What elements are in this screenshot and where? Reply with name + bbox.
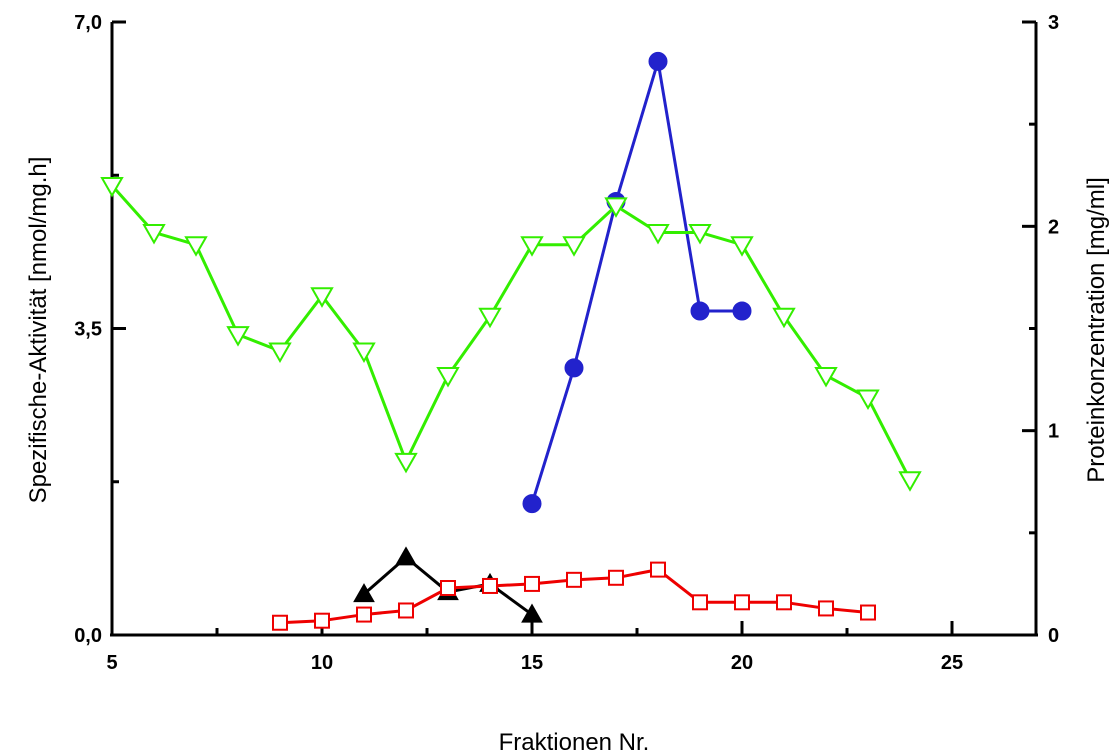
right-y-tick-label: 0 [1048, 625, 1059, 647]
right-y-axis-title: Proteinkonzentration [mg/ml] [1083, 177, 1110, 482]
data-point-filled-triangle-up [395, 546, 417, 566]
data-point-open-square [356, 606, 372, 623]
data-point-open-triangle-down [184, 236, 208, 257]
axes [110, 22, 1038, 637]
data-point-open-triangle-down [562, 236, 586, 257]
data-point-filled-circle [564, 358, 584, 378]
data-point-open-triangle-down [310, 287, 334, 308]
x-tick-label: 10 [311, 652, 333, 674]
data-point-open-triangle-down [394, 452, 418, 474]
data-point-open-triangle-down [352, 342, 376, 363]
right-y-tick-label: 3 [1048, 12, 1059, 34]
data-point-open-triangle-down [268, 342, 292, 363]
left-y-tick-label: 7,0 [74, 12, 102, 34]
data-point-open-triangle-down [688, 223, 712, 245]
x-tick-label: 20 [731, 652, 753, 674]
data-point-open-square [608, 569, 624, 586]
tick-labels: 5 10 15 20 25 0,0 3,5 7,0 0 1 2 3 [74, 12, 1059, 674]
data-point-filled-circle [522, 494, 542, 514]
data-point-open-square [860, 604, 876, 621]
series-open-triangle-down [100, 176, 922, 492]
left-y-axis-title: Spezifische-Aktivität [nmol/mg.h] [25, 157, 52, 504]
x-axis-title: Fraktionen Nr. [499, 729, 650, 755]
data-point-open-square [776, 594, 792, 611]
data-point-filled-triangle-up [521, 603, 543, 623]
data-point-filled-triangle-up [353, 583, 375, 603]
right-y-tick-label: 2 [1048, 216, 1059, 238]
data-point-open-triangle-down [730, 236, 754, 257]
data-point-open-square [482, 577, 498, 594]
data-point-open-triangle-down [142, 223, 166, 245]
data-point-open-triangle-down [898, 471, 922, 492]
data-point-filled-circle [648, 51, 668, 71]
right-y-tick-label: 1 [1048, 421, 1059, 443]
data-point-open-square [398, 602, 414, 619]
x-tick-label: 5 [106, 652, 117, 674]
data-point-open-square [692, 594, 708, 611]
series-layer [100, 51, 922, 631]
data-point-open-square [650, 561, 666, 578]
data-point-open-triangle-down [436, 366, 460, 388]
left-y-tick-label: 3,5 [74, 319, 102, 341]
data-point-open-triangle-down [646, 223, 670, 245]
data-point-filled-circle [690, 301, 710, 321]
series-filled-circle [522, 51, 752, 514]
data-point-open-square [734, 594, 750, 611]
x-tick-label: 15 [521, 652, 543, 674]
data-point-open-triangle-down [856, 389, 880, 410]
series-line [530, 59, 742, 505]
data-point-open-square [524, 575, 540, 592]
ticks [110, 20, 1036, 637]
data-point-open-square [566, 571, 582, 588]
series-line [110, 184, 912, 481]
data-point-open-square [272, 614, 288, 631]
data-point-open-triangle-down [226, 326, 250, 347]
data-point-open-triangle-down [772, 307, 796, 329]
data-point-open-triangle-down [814, 366, 838, 388]
series-open-square [272, 561, 876, 631]
data-point-open-triangle-down [100, 176, 124, 198]
data-point-open-square [440, 580, 456, 597]
left-y-tick-label: 0,0 [74, 625, 102, 647]
data-point-open-triangle-down [604, 197, 628, 218]
data-point-open-triangle-down [478, 307, 502, 329]
data-point-filled-circle [732, 301, 752, 321]
data-point-open-triangle-down [520, 236, 544, 257]
x-tick-label: 25 [941, 652, 963, 674]
data-point-open-square [314, 612, 330, 629]
data-point-open-square [818, 600, 834, 617]
